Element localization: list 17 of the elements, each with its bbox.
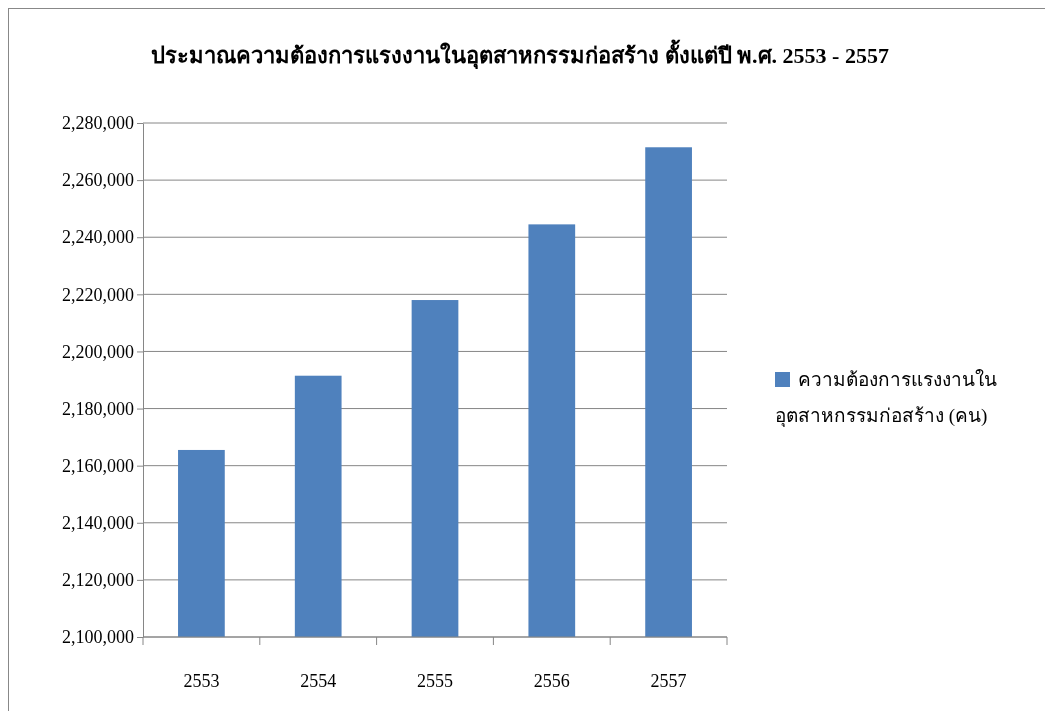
- y-tick-label: 2,260,000: [62, 170, 134, 191]
- y-tick-label: 2,180,000: [62, 398, 134, 419]
- y-tick-label: 2,200,000: [62, 341, 134, 362]
- chart-title: ประมาณความต้องการแรงงานในอุตสาหกรรมก่อสร้าง ตั้งแต่ปี พ.ศ. 2553 - 2557: [151, 39, 889, 70]
- x-tick-label: 2554: [300, 671, 337, 691]
- x-tick-label: 2553: [183, 671, 220, 691]
- x-tick-label: 2557: [650, 671, 687, 691]
- y-tick-label: 2,240,000: [62, 227, 134, 248]
- y-tick-label: 2,220,000: [62, 284, 134, 305]
- y-tick-label: 2,140,000: [62, 513, 134, 534]
- y-tick-label: 2,100,000: [62, 627, 134, 648]
- y-tick-label: 2,160,000: [62, 455, 134, 476]
- y-tick-label: 2,120,000: [62, 570, 134, 591]
- y-tick-label: 2,280,000: [62, 113, 134, 134]
- legend-label: ความต้องการแรงงานในอุตสาหกรรมก่อสร้าง (คน): [775, 369, 997, 426]
- x-tick-label: 2555: [417, 671, 453, 691]
- x-tick-label: 2556: [533, 671, 570, 691]
